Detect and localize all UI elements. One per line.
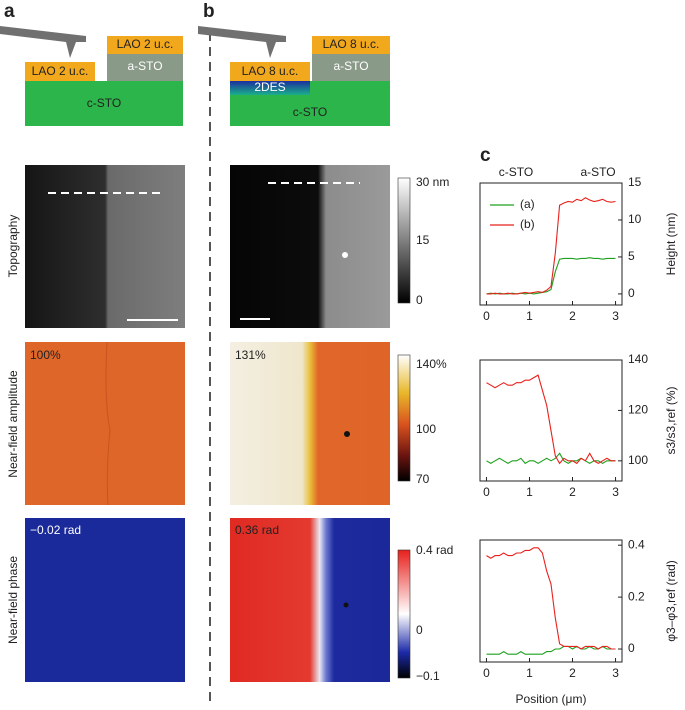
colorbar-label: 15	[416, 233, 430, 247]
row-label: Topography	[6, 215, 20, 278]
panel-label: b	[203, 1, 215, 22]
lao-layer	[230, 62, 310, 81]
colorbar-label: 0.4 rad	[416, 543, 453, 557]
x-tick-label: 2	[569, 309, 576, 323]
x-tick-label: 3	[612, 666, 619, 680]
particle	[342, 252, 348, 258]
tip	[0, 26, 86, 58]
x-axis-title: Position (μm)	[516, 692, 587, 706]
topography-image	[230, 165, 390, 328]
image-annotation: 0.36 rad	[235, 523, 279, 537]
plot-frame	[479, 359, 623, 482]
image-annotation: 100%	[30, 348, 61, 362]
layer-label: LAO 2 u.c.	[117, 37, 174, 51]
layer-label: a-STO	[333, 59, 368, 73]
x-tick-label: 2	[569, 666, 576, 680]
layer-label: 2DES	[254, 80, 285, 94]
y-tick-label: 10	[628, 212, 642, 226]
layer-label: LAO 8 u.c.	[323, 37, 380, 51]
x-tick-label: 0	[483, 485, 490, 499]
defect	[344, 431, 350, 437]
colorbar-label: 0	[416, 293, 423, 307]
y-axis-title: s3/s3,ref (%)	[664, 386, 678, 454]
x-tick-label: 1	[526, 309, 533, 323]
y-axis-title: φ3–φ3,ref (rad)	[664, 560, 678, 642]
c-sto-layer	[230, 95, 390, 126]
data-line	[486, 374, 616, 465]
plot-frame	[479, 539, 623, 663]
colorbar-label: 100	[416, 422, 436, 436]
layer-label: LAO 8 u.c.	[242, 64, 299, 78]
image-annotation: −0.02 rad	[30, 523, 81, 537]
data-line	[486, 257, 616, 295]
y-tick-label: 0.2	[628, 589, 645, 603]
colorbar	[397, 177, 411, 304]
defect	[343, 602, 349, 608]
c-sto-layer	[310, 81, 390, 95]
row-label: Near-field phase	[6, 556, 20, 644]
tip	[198, 26, 286, 58]
layer-label: c-STO	[87, 96, 121, 110]
y-tick-label: 140	[628, 352, 648, 366]
boundary	[105, 341, 111, 506]
x-tick-label: 0	[483, 309, 490, 323]
y-tick-label: 15	[628, 175, 642, 189]
a-sto-layer	[312, 54, 390, 81]
annotation: c-STO	[499, 165, 533, 179]
y-tick-label: 5	[628, 249, 635, 263]
data-line	[486, 645, 616, 655]
annotation: a-STO	[580, 165, 615, 179]
legend-label: (b)	[520, 217, 535, 231]
y-tick-label: 0.4	[628, 537, 645, 551]
layer-label: a-STO	[127, 59, 162, 73]
data-line	[486, 547, 616, 650]
colorbar-label: 0	[416, 623, 423, 637]
amplitude-image	[25, 342, 185, 505]
lao-layer	[25, 62, 95, 81]
colorbar-label: 140%	[416, 357, 447, 371]
y-axis-title: Height (nm)	[664, 213, 678, 276]
a-sto-layer	[107, 54, 183, 81]
lao-layer	[107, 36, 183, 54]
layer-label: LAO 2 u.c.	[32, 64, 89, 78]
colorbar-label: −0.1	[416, 669, 440, 683]
y-tick-label: 100	[628, 453, 648, 467]
y-tick-label: 0	[628, 286, 635, 300]
data-line	[486, 197, 616, 295]
amplitude-image	[230, 342, 390, 505]
layer-label: c-STO	[293, 105, 327, 119]
lao-layer	[312, 36, 390, 54]
colorbar-label: 30 nm	[416, 175, 449, 189]
x-tick-label: 1	[526, 485, 533, 499]
legend-label: (a)	[520, 197, 535, 211]
panel-label: c	[480, 145, 491, 166]
row-label: Near-field amplitude	[6, 370, 20, 478]
y-tick-label: 120	[628, 403, 648, 417]
c-sto-layer	[25, 81, 183, 126]
x-tick-label: 3	[612, 309, 619, 323]
y-tick-label: 0	[628, 641, 635, 655]
phase-image	[230, 518, 390, 682]
x-tick-label: 1	[526, 666, 533, 680]
plot-frame	[479, 182, 623, 306]
colorbar	[397, 549, 411, 679]
x-tick-label: 3	[612, 485, 619, 499]
2des-layer	[230, 81, 310, 95]
panel-label: a	[4, 1, 15, 22]
colorbar	[397, 354, 411, 482]
phase-image	[25, 518, 185, 682]
image-annotation: 131%	[235, 348, 266, 362]
colorbar-label: 70	[416, 472, 430, 486]
x-tick-label: 0	[483, 666, 490, 680]
topography-image	[25, 165, 185, 328]
x-tick-label: 2	[569, 485, 576, 499]
